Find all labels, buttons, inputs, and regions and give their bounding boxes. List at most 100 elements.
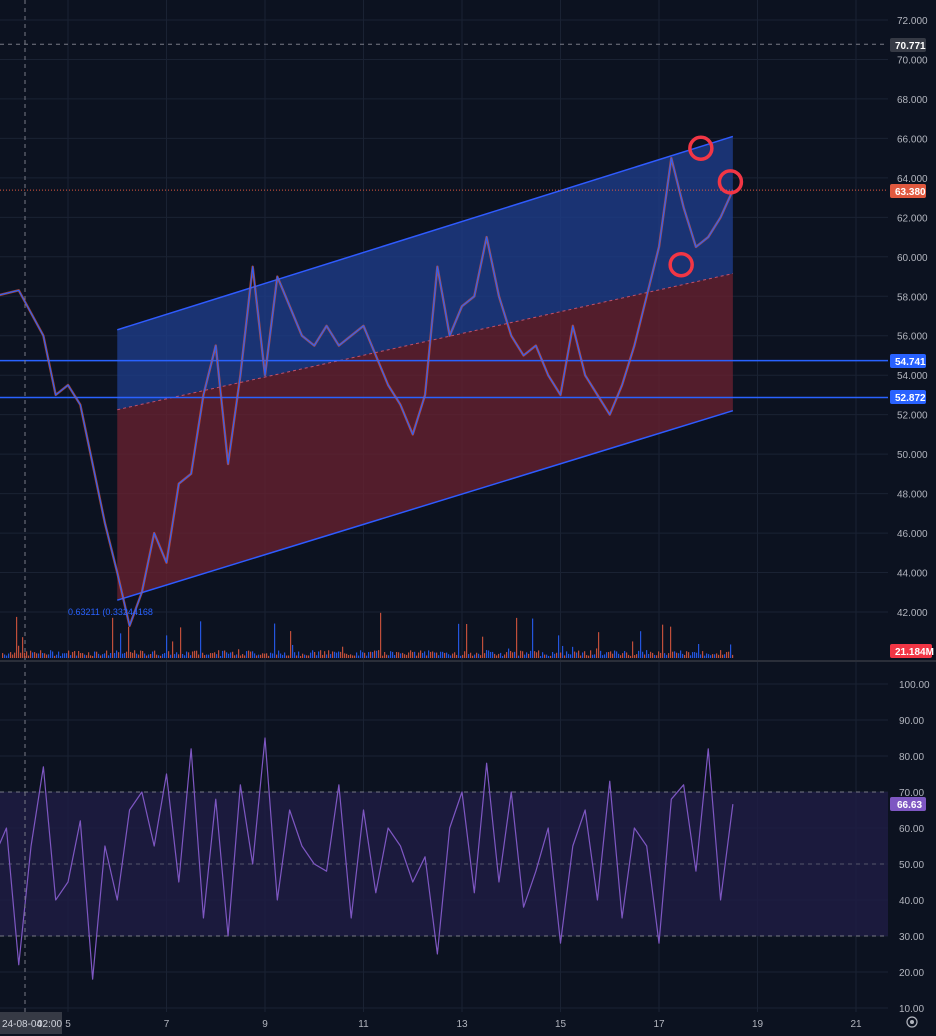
volume-bar [718, 654, 720, 658]
volume-bar [666, 654, 668, 658]
volume-bar [192, 651, 194, 658]
volume-bar [592, 654, 594, 658]
volume-bar [328, 650, 330, 658]
volume-bar [436, 652, 438, 658]
volume-bar [496, 655, 498, 658]
volume-bar [584, 651, 586, 658]
volume-bar [392, 651, 394, 658]
volume-bar [224, 650, 226, 658]
volume-bar [264, 653, 266, 658]
volume-bar [364, 652, 366, 658]
settings-icon[interactable] [906, 1016, 918, 1028]
volume-bars [2, 612, 734, 658]
volume-bar [294, 652, 296, 658]
volume-bar [232, 651, 234, 658]
volume-bar [722, 654, 724, 658]
rsi-tick-label: 80.00 [899, 752, 924, 763]
volume-bar [58, 651, 60, 658]
volume-bar [54, 655, 56, 658]
volume-bar [8, 653, 10, 658]
channel-top-line[interactable] [117, 135, 734, 331]
volume-bar [716, 653, 718, 658]
volume-bar [430, 651, 432, 658]
volume-bar [456, 654, 458, 658]
volume-bar [24, 652, 26, 658]
volume-bar [222, 650, 224, 658]
volume-bar [280, 653, 282, 658]
price-tick-label: 56.000 [897, 332, 928, 343]
volume-bar [416, 655, 418, 658]
volume-bar [6, 655, 8, 658]
volume-bar [274, 623, 276, 658]
volume-bar [440, 651, 442, 658]
volume-bar [490, 651, 492, 658]
rsi-pane[interactable] [0, 737, 888, 980]
volume-bar [350, 654, 352, 658]
rsi-axis[interactable]: 100.00 90.00 80.00 70.00 60.00 50.00 40.00 30.0… [899, 680, 930, 1015]
volume-bar [484, 653, 486, 658]
volume-bar [138, 654, 140, 658]
volume-bar [210, 653, 212, 658]
volume-bar [706, 653, 708, 658]
volume-bar [198, 654, 200, 658]
volume-bar [566, 651, 568, 658]
volume-bar [630, 655, 632, 658]
volume-bar [16, 616, 18, 658]
volume-bar [642, 651, 644, 658]
volume-bar [368, 652, 370, 658]
volume-bar [614, 650, 616, 658]
volume-bar [242, 654, 244, 658]
price-tick-label: 62.000 [897, 213, 928, 224]
volume-bar [646, 650, 648, 658]
last-price-badge [890, 184, 926, 198]
volume-bar [80, 653, 82, 658]
volume-bar [480, 655, 482, 658]
volume-bar [358, 655, 360, 658]
volume-bar [606, 652, 608, 658]
volume-bar [114, 653, 116, 658]
volume-bar [164, 653, 166, 658]
volume-bar [68, 650, 70, 658]
volume-bar [428, 650, 430, 658]
volume-bar [346, 653, 348, 658]
volume-bar [426, 655, 428, 658]
volume-bar [72, 652, 74, 658]
volume-badge-text: 21.184M [895, 647, 934, 658]
volume-bar [690, 655, 692, 658]
volume-bar [388, 655, 390, 658]
volume-bar [112, 617, 114, 658]
time-tick-label: 9 [262, 1019, 268, 1030]
last-price-text: 63.380 [895, 187, 926, 198]
volume-bar [118, 652, 120, 658]
volume-bar [548, 655, 550, 658]
volume-bar [552, 651, 554, 658]
volume-bar [144, 653, 146, 658]
volume-bar [122, 653, 124, 658]
volume-bar [20, 652, 22, 658]
volume-bar [378, 650, 380, 658]
crosshair-price-badge [890, 38, 926, 52]
volume-bar [272, 653, 274, 658]
volume-bar [638, 650, 640, 658]
volume-bar [356, 652, 358, 658]
price-axis[interactable]: 72.000 70.000 68.000 66.000 64.000 62.000 60.0… [897, 16, 928, 619]
volume-bar [530, 650, 532, 658]
time-tick-label: 19 [752, 1019, 764, 1030]
volume-bar [522, 651, 524, 658]
volume-bar [390, 651, 392, 658]
volume-bar [308, 655, 310, 658]
volume-bar [534, 651, 536, 658]
volume-bar [408, 652, 410, 658]
channel-bottom-line[interactable] [117, 410, 734, 601]
volume-bar [120, 633, 122, 658]
price-pane[interactable]: 0.63211 (0.33244168 [0, 0, 936, 1012]
volume-bar [398, 652, 400, 658]
volume-bar [674, 651, 676, 658]
volume-bar [46, 654, 48, 658]
volume-bar [196, 650, 198, 658]
rsi-tick-label: 20.00 [899, 968, 924, 979]
volume-bar [514, 651, 516, 658]
volume-bar [52, 651, 54, 658]
